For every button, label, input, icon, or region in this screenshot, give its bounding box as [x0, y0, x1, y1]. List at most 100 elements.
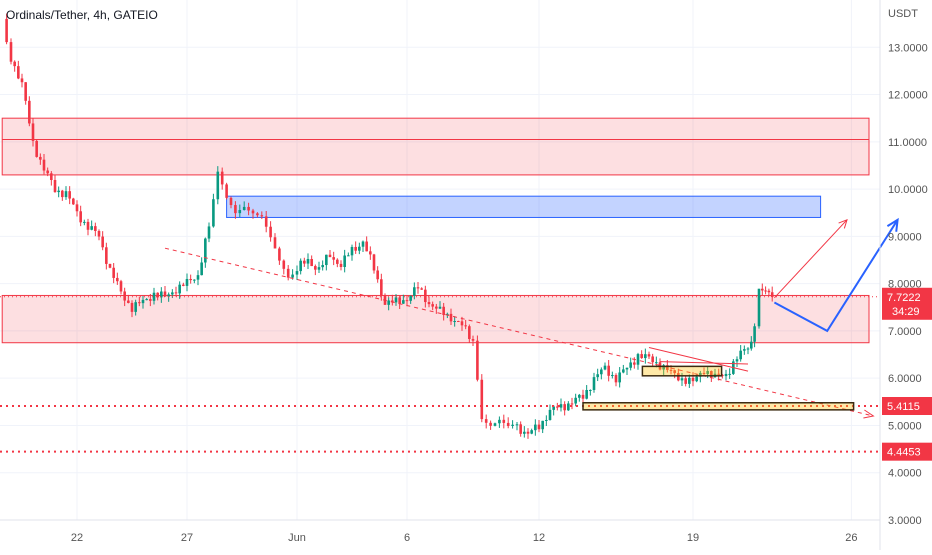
candle-body [563, 404, 566, 411]
level-price-label: 4.4453 [887, 447, 921, 459]
candle-body [717, 373, 720, 375]
candle-body [666, 365, 669, 370]
candle-body [622, 369, 625, 373]
candle-body [286, 268, 290, 278]
candle-body [402, 300, 405, 304]
candle-body [581, 394, 585, 399]
trendline [648, 346, 749, 372]
candle-body [764, 290, 767, 292]
candle-body [53, 180, 57, 193]
candle-body [677, 373, 680, 381]
candle-body [409, 295, 412, 301]
candle-body [119, 281, 123, 292]
candle-body [757, 288, 761, 327]
candle-body [5, 18, 8, 43]
candle-body [556, 406, 559, 408]
candle-body [625, 367, 629, 370]
candle-body [94, 226, 97, 231]
price-layer [5, 13, 774, 439]
y-tick-label: 13.0000 [888, 42, 928, 54]
candle-body [574, 397, 577, 404]
candle-body [291, 274, 294, 278]
candle-body [369, 251, 372, 255]
candle-body [317, 267, 321, 270]
candle-body [589, 389, 592, 391]
candle-body [152, 292, 156, 301]
trendline [659, 361, 749, 365]
zone-layer [1, 117, 870, 344]
candle-body [611, 375, 614, 377]
candle-body [247, 206, 250, 211]
candle-body [178, 284, 181, 294]
candle-body [476, 340, 479, 380]
candle-body [46, 170, 49, 174]
candle-body [273, 237, 277, 249]
candle-body [644, 354, 647, 359]
candle-body [200, 262, 203, 276]
candle-body [336, 259, 339, 264]
candle-body [750, 341, 753, 349]
y-tick-label: 4.0000 [888, 468, 922, 480]
price-unit-label: USDT [888, 8, 918, 20]
candle-body [739, 350, 742, 360]
candle-body [212, 199, 215, 227]
candle-body [498, 419, 501, 424]
candle-body [303, 260, 306, 264]
candle-body [314, 266, 317, 270]
trendline [164, 247, 874, 417]
candle-body [108, 263, 112, 268]
candle-body [238, 209, 242, 214]
candle-body [207, 226, 211, 239]
candle-body [438, 306, 442, 309]
y-tick-label: 10.0000 [888, 184, 928, 196]
projection-arrowhead [838, 218, 848, 229]
candle-body [387, 300, 390, 305]
candle-body [662, 365, 665, 370]
candle-body [196, 275, 200, 280]
candle-body [185, 278, 189, 286]
candle-body [278, 248, 281, 261]
candle-body [101, 236, 104, 248]
candle-body [413, 287, 416, 296]
candle-body [457, 321, 460, 323]
candle-body [761, 288, 764, 291]
candle-body [753, 326, 756, 342]
candle-body [424, 289, 427, 303]
candle-body [112, 267, 115, 278]
candle-body [134, 302, 137, 312]
candle-body [534, 424, 537, 431]
candle-body [502, 419, 506, 423]
y-tick-label: 9.0000 [888, 231, 922, 243]
candle-body [365, 241, 368, 252]
x-tick-label: 6 [404, 532, 410, 544]
candle-body [394, 297, 398, 303]
candle-body [269, 226, 272, 238]
candle-body [446, 313, 449, 316]
candle-body [57, 190, 60, 193]
candle-body [545, 419, 548, 421]
y-tick-label: 5.0000 [888, 420, 922, 432]
candle-body [673, 370, 676, 374]
candle-body [282, 260, 286, 269]
level-price-tag [882, 442, 932, 461]
candle-body [350, 246, 354, 256]
candle-body [460, 321, 464, 326]
candle-body [28, 100, 31, 124]
candle-body [220, 171, 224, 185]
x-tick-label: 27 [181, 532, 193, 544]
candle-body [735, 359, 739, 362]
candle-body [130, 302, 134, 312]
candle-body [193, 279, 196, 281]
projection-path [774, 219, 848, 299]
y-tick-label: 6.0000 [888, 373, 922, 385]
y-tick-label: 8.0000 [888, 279, 922, 291]
candle-body [75, 204, 79, 212]
grid-layer [0, 0, 880, 521]
candle-body [592, 377, 596, 390]
candle-body [523, 431, 526, 434]
candle-body [354, 246, 357, 251]
candle-body [614, 375, 618, 383]
candle-body [31, 123, 35, 141]
